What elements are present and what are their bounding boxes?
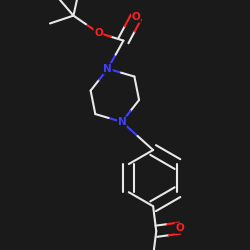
Text: O: O bbox=[175, 223, 184, 233]
Text: O: O bbox=[94, 28, 103, 38]
Text: N: N bbox=[118, 117, 126, 127]
Text: O: O bbox=[132, 12, 140, 22]
Text: N: N bbox=[104, 64, 112, 74]
